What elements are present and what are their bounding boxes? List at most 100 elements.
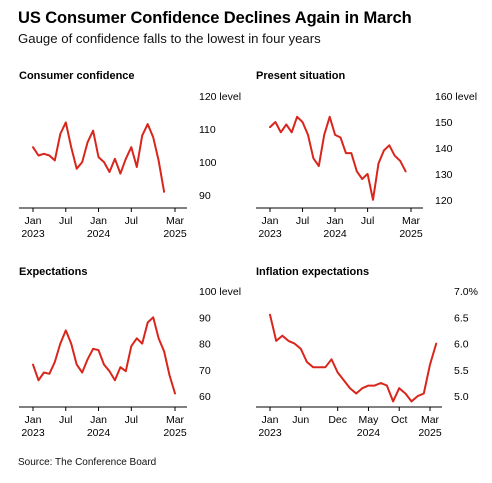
x-tick-label: Mar [166, 414, 185, 426]
data-point [65, 121, 67, 123]
data-point [65, 329, 67, 331]
data-point [334, 134, 336, 136]
data-point [32, 363, 34, 365]
data-point [337, 371, 339, 373]
data-point [269, 314, 271, 316]
data-point [43, 371, 45, 373]
data-point [92, 130, 94, 132]
data-point [435, 342, 437, 344]
x-tick-label: Mar [421, 414, 440, 426]
panel-title: Inflation expectations [256, 266, 369, 278]
data-point [125, 158, 127, 160]
source-note: Source: The Conference Board [18, 457, 157, 468]
data-point [92, 348, 94, 350]
data-point [163, 350, 165, 352]
data-point [306, 361, 308, 363]
x-tick-label: Jan [262, 215, 279, 227]
y-tick-label: 6.0 [454, 339, 469, 351]
x-tick-label: Jan [25, 215, 42, 227]
data-point [37, 379, 39, 381]
y-tick-label: 60 [199, 391, 211, 403]
data-point [157, 159, 159, 161]
x-tick-label: Jun [292, 414, 309, 426]
data-point [152, 136, 154, 138]
data-point [130, 146, 132, 148]
series-line [32, 316, 176, 395]
y-tick-label: 130 [435, 169, 453, 181]
x-tick-label: Jan [90, 414, 107, 426]
data-point [394, 155, 396, 157]
data-point [136, 166, 138, 168]
data-point [312, 366, 314, 368]
y-tick-label: 7.0% [454, 286, 478, 298]
data-point [81, 371, 83, 373]
data-point [48, 154, 50, 156]
chart-subtitle: Gauge of confidence falls to the lowest … [18, 31, 321, 46]
data-point [361, 178, 363, 180]
data-point [410, 400, 412, 402]
x-tick-label: Jul [296, 215, 309, 227]
data-point [37, 154, 39, 156]
data-point [81, 161, 83, 163]
y-tick-label: 120 [435, 195, 453, 207]
data-point [398, 387, 400, 389]
y-tick-label: 6.5 [454, 312, 469, 324]
data-point [163, 191, 165, 193]
x-tick-label: Jul [125, 215, 138, 227]
data-point [54, 159, 56, 161]
y-tick-label: 160 level [435, 91, 477, 103]
data-point [76, 363, 78, 365]
data-point [377, 162, 379, 164]
data-point [291, 131, 293, 133]
y-tick-label: 140 [435, 143, 453, 155]
data-point [54, 361, 56, 363]
data-point [324, 366, 326, 368]
data-point [399, 160, 401, 162]
data-point [280, 131, 282, 133]
data-point [141, 342, 143, 344]
data-point [281, 335, 283, 337]
data-point [114, 379, 116, 381]
x-tick-label: Jan [25, 414, 42, 426]
data-point [86, 141, 88, 143]
y-tick-label: 80 [199, 339, 211, 351]
data-point [345, 152, 347, 154]
x-tick-label-year: 2025 [399, 228, 423, 240]
y-tick-label: 70 [199, 365, 211, 377]
data-point [312, 157, 314, 159]
data-point [76, 168, 78, 170]
data-point [404, 170, 406, 172]
data-point [269, 126, 271, 128]
x-tick-label-year: 2024 [87, 427, 111, 439]
x-tick-label-year: 2024 [357, 427, 381, 439]
y-tick-label: 120 level [199, 91, 241, 103]
data-point [147, 123, 149, 125]
data-point [429, 363, 431, 365]
x-tick-label-year: 2023 [258, 427, 282, 439]
x-tick-label-year: 2025 [163, 228, 187, 240]
data-point [343, 379, 345, 381]
data-point [108, 171, 110, 173]
data-point [373, 384, 375, 386]
data-point [349, 387, 351, 389]
data-point [97, 156, 99, 158]
data-point [168, 374, 170, 376]
data-point [366, 173, 368, 175]
data-point [383, 149, 385, 151]
data-point [108, 370, 110, 372]
data-point [114, 158, 116, 160]
x-tick-label-year: 2023 [21, 427, 45, 439]
y-tick-label: 100 level [199, 286, 241, 298]
data-point [119, 366, 121, 368]
data-point [318, 366, 320, 368]
x-tick-label: Oct [391, 414, 407, 426]
series-line [32, 121, 166, 193]
data-point [293, 342, 295, 344]
data-point [386, 384, 388, 386]
x-tick-label: Jul [125, 414, 138, 426]
chart-title: US Consumer Confidence Declines Again in… [18, 9, 412, 27]
